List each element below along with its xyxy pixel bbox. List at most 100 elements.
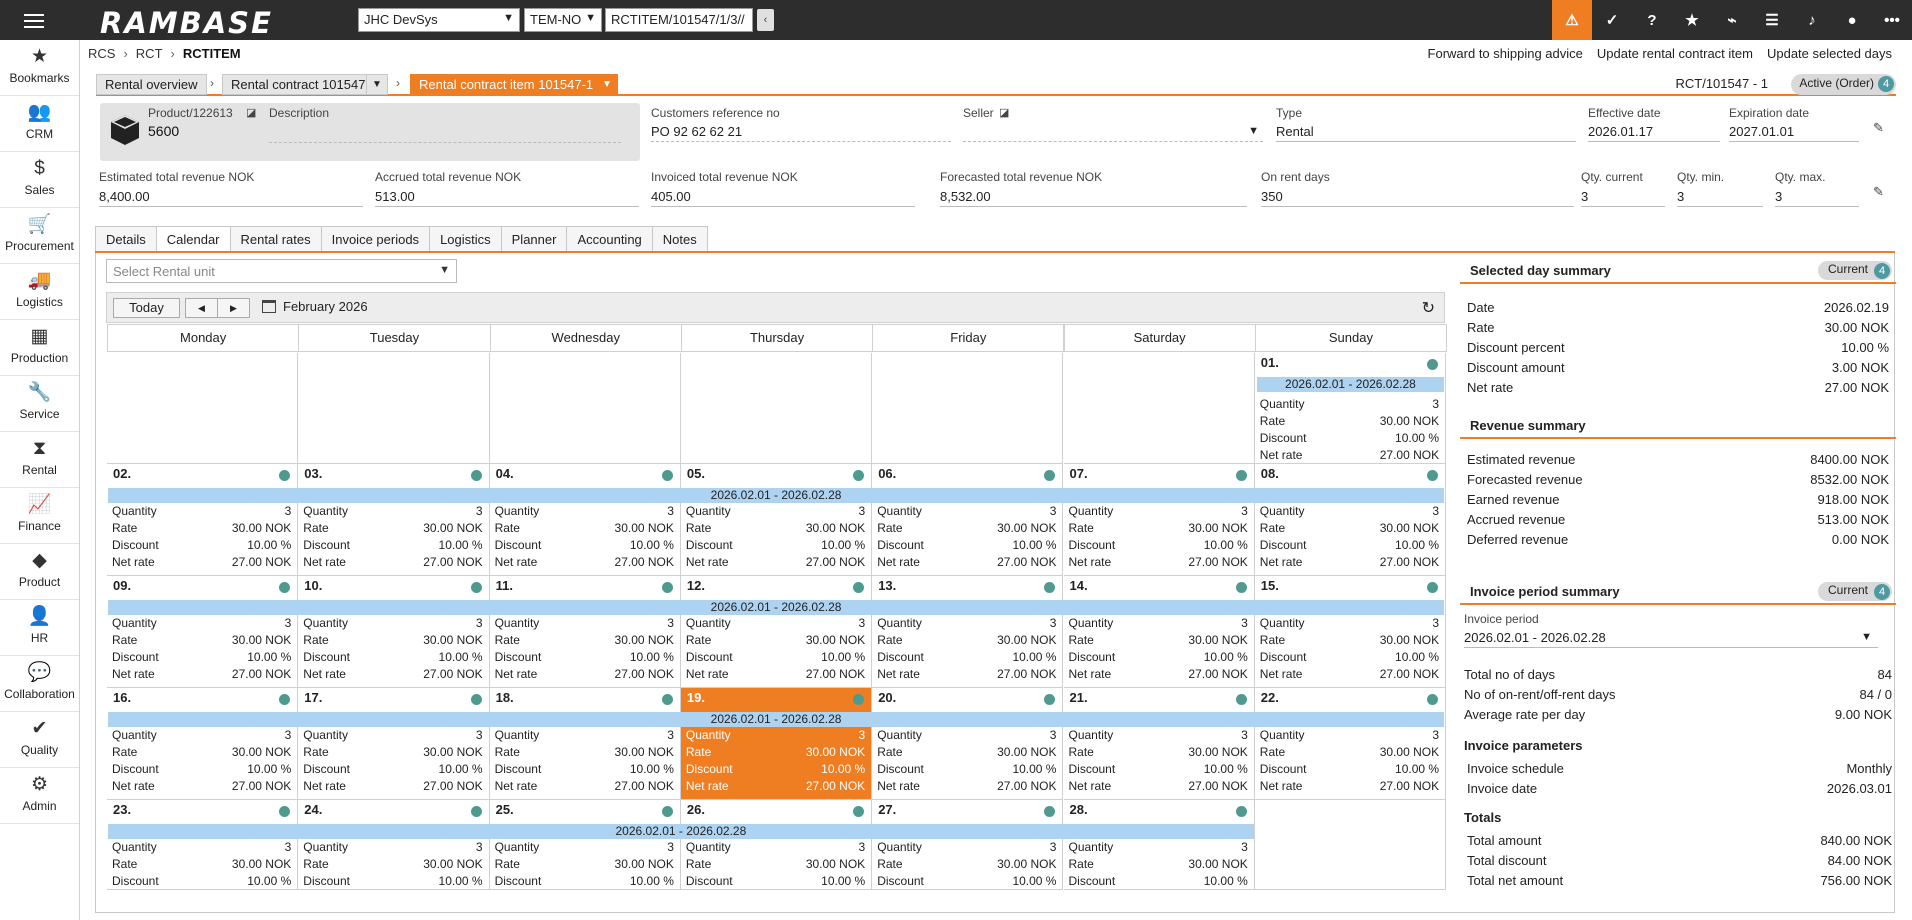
calendar-day[interactable]: 23. Quantity 3 Rate 30.00 NOK Discount 10.00 %	[107, 800, 299, 890]
product-label[interactable]: Product/122613	[148, 106, 233, 120]
approve-icon[interactable]: ✓	[1605, 12, 1619, 29]
nav-collaboration[interactable]: 💬 Collaboration	[0, 656, 79, 712]
nav-admin[interactable]: ⚙ Admin	[0, 768, 79, 824]
nav-service[interactable]: 🔧 Service	[0, 376, 79, 432]
nav-crm[interactable]: 👥 CRM	[0, 96, 79, 152]
rental-overview-tab[interactable]: Rental overview	[96, 74, 207, 95]
calendar-day[interactable]: 09. Quantity 3 Rate 30.00 NOK Discount 10.00 %…	[107, 576, 299, 688]
rental-period-band[interactable]: 2026.02.01 - 2026.02.28	[108, 600, 1445, 615]
calendar-day[interactable]: 16. Quantity 3 Rate 30.00 NOK Discount 10.00 %…	[107, 688, 299, 800]
calendar-day[interactable]: 06. Quantity 3 Rate 30.00 NOK Discount 10.00 %…	[872, 464, 1064, 576]
qty-current-field[interactable]: 3	[1581, 187, 1665, 207]
calendar-day[interactable]: 08. Quantity 3 Rate 30.00 NOK Discount 10.00 %…	[1254, 464, 1447, 576]
tab-notes[interactable]: Notes	[651, 226, 708, 252]
nav-bookmarks[interactable]: ★ Bookmarks	[0, 40, 79, 96]
calendar-day[interactable]: 01. Quantity 3 Rate 30.00 NOK Discount 10.00 %…	[1254, 353, 1447, 464]
day-detail-row: Discount 10.00 %	[495, 874, 674, 891]
tab-rental-rates[interactable]: Rental rates	[229, 226, 322, 252]
calendar-day[interactable]: 21. Quantity 3 Rate 30.00 NOK Discount 10.00 %…	[1063, 688, 1255, 800]
calendar-day[interactable]: 17. Quantity 3 Rate 30.00 NOK Discount 10.00 %…	[298, 688, 490, 800]
item-dropdown[interactable]: ▼	[596, 74, 618, 95]
menu-icon[interactable]	[24, 10, 44, 30]
nav-quality[interactable]: ✔ Quality	[0, 712, 79, 768]
nav-hr[interactable]: 👤 HR	[0, 600, 79, 656]
nav-production[interactable]: ▦ Production	[0, 320, 79, 376]
company-select[interactable]: JHC DevSys ▼	[358, 8, 520, 32]
list-icon[interactable]: ☰	[1765, 12, 1779, 29]
user-icon[interactable]: ●	[1847, 11, 1857, 29]
nav-finance[interactable]: 📈 Finance	[0, 488, 79, 544]
refresh-icon[interactable]: ↻	[1421, 300, 1435, 317]
today-button[interactable]: Today	[113, 298, 180, 318]
calendar-day[interactable]: 04. Quantity 3 Rate 30.00 NOK Discount 10.00 %…	[489, 464, 681, 576]
nav-logistics[interactable]: 🚚 Logistics	[0, 264, 79, 320]
tab-details[interactable]: Details	[95, 226, 157, 252]
tab-planner[interactable]: Planner	[500, 226, 568, 252]
expiration-date-field[interactable]: 2027.01.01	[1729, 122, 1859, 142]
calendar-day[interactable]: 26. Quantity 3 Rate 30.00 NOK Discount 10.00 %	[680, 800, 873, 890]
calendar-day[interactable]: 15. Quantity 3 Rate 30.00 NOK Discount 10.00 %…	[1254, 576, 1447, 688]
rental-period-band[interactable]: 2026.02.01 - 2026.02.28	[108, 824, 1254, 839]
forward-shipping-advice-link[interactable]: Forward to shipping advice	[1427, 46, 1583, 61]
qty-min-field[interactable]: 3	[1677, 187, 1763, 207]
rental-contract-tab[interactable]: Rental contract 101547	[222, 74, 375, 95]
nav-rental[interactable]: ⧗ Rental	[0, 432, 79, 488]
nav-sales[interactable]: $ Sales	[0, 152, 79, 208]
nav-product[interactable]: ◆ Product	[0, 544, 79, 600]
back-button[interactable]: ‹	[757, 9, 774, 31]
calendar-day[interactable]: 14. Quantity 3 Rate 30.00 NOK Discount 10.00 %…	[1063, 576, 1255, 688]
calendar-day[interactable]: 22. Quantity 3 Rate 30.00 NOK Discount 10.00 %…	[1254, 688, 1447, 800]
next-month-button[interactable]: ▶	[217, 298, 250, 318]
calendar-day[interactable]: 20. Quantity 3 Rate 30.00 NOK Discount 10.00 %…	[872, 688, 1064, 800]
edit-qty-icon[interactable]: ✎	[1873, 184, 1884, 199]
calendar-day[interactable]: 13. Quantity 3 Rate 30.00 NOK Discount 10.00 %…	[872, 576, 1064, 688]
help-icon[interactable]: ?	[1647, 11, 1657, 29]
description-field[interactable]	[269, 123, 621, 143]
calendar-day[interactable]: 27. Quantity 3 Rate 30.00 NOK Discount 10.00 %	[872, 800, 1064, 890]
bookmark-star-icon[interactable]: ★	[1685, 12, 1699, 29]
effective-date-field[interactable]: 2026.01.17	[1588, 122, 1720, 142]
nav-procurement[interactable]: 🛒 Procurement	[0, 208, 79, 264]
tab-logistics[interactable]: Logistics	[429, 226, 502, 252]
calendar-day[interactable]: 03. Quantity 3 Rate 30.00 NOK Discount 10.00 %…	[298, 464, 490, 576]
calendar-day[interactable]: 28. Quantity 3 Rate 30.00 NOK Discount 10.00 %	[1063, 800, 1255, 890]
calendar-day[interactable]: 05. Quantity 3 Rate 30.00 NOK Discount 10.00 %…	[680, 464, 873, 576]
calendar-day[interactable]: 07. Quantity 3 Rate 30.00 NOK Discount 10.00 %…	[1063, 464, 1255, 576]
tab-invoice-periods[interactable]: Invoice periods	[320, 226, 431, 252]
invoice-period-select[interactable]: 2026.02.01 - 2026.02.28 ▼	[1464, 628, 1878, 648]
customer-ref-field[interactable]: PO 92 62 62 21	[651, 122, 951, 142]
rental-period-band[interactable]: 2026.02.01 - 2026.02.28	[1256, 377, 1445, 392]
calendar-day[interactable]: 11. Quantity 3 Rate 30.00 NOK Discount 10.00 %…	[489, 576, 681, 688]
calendar-day[interactable]: 25. Quantity 3 Rate 30.00 NOK Discount 10.00 %	[489, 800, 681, 891]
rental-period-band[interactable]: 2026.02.01 - 2026.02.28	[108, 712, 1445, 727]
calendar-day[interactable]: 18. Quantity 3 Rate 30.00 NOK Discount 10.00 %…	[489, 688, 681, 800]
rental-item-tab[interactable]: Rental contract item 101547-1	[410, 74, 603, 95]
path-input[interactable]: RCTITEM/101547/1/3//	[605, 8, 753, 32]
prev-month-button[interactable]: ◀	[185, 298, 218, 318]
breadcrumb-rct[interactable]: RCT	[135, 46, 163, 61]
edit-icon[interactable]: ◪	[999, 107, 1010, 119]
calendar-day[interactable]: 02. Quantity 3 Rate 30.00 NOK Discount 10.00 %…	[107, 464, 299, 576]
more-icon[interactable]: •••	[1884, 11, 1900, 29]
tab-accounting[interactable]: Accounting	[566, 226, 653, 252]
rental-unit-select[interactable]: Select Rental unit ▼	[106, 259, 457, 283]
qty-max-field[interactable]: 3	[1775, 187, 1859, 207]
tab-calendar[interactable]: Calendar	[155, 226, 231, 253]
edit-dates-icon[interactable]: ✎	[1873, 120, 1884, 135]
type-field[interactable]: Rental	[1276, 122, 1576, 142]
calendar-day[interactable]: 19. Quantity 3 Rate 30.00 NOK Discount 10.00 %…	[680, 688, 873, 800]
region-select[interactable]: TEM-NO ▼	[524, 8, 602, 32]
calendar-day[interactable]: 10. Quantity 3 Rate 30.00 NOK Discount 10.00 %…	[298, 576, 490, 688]
rental-period-band[interactable]: 2026.02.01 - 2026.02.28	[108, 488, 1445, 503]
breadcrumb-rcs[interactable]: RCS	[88, 46, 116, 61]
calendar-day[interactable]: 12. Quantity 3 Rate 30.00 NOK Discount 10.00 %…	[680, 576, 873, 688]
seller-select[interactable]: ▼	[963, 122, 1263, 142]
update-days-link[interactable]: Update selected days	[1766, 46, 1892, 61]
warning-icon[interactable]: ⚠	[1552, 0, 1592, 40]
attachment-icon[interactable]: ⌁	[1727, 12, 1737, 29]
bell-icon[interactable]: ♪	[1808, 11, 1816, 29]
update-item-link[interactable]: Update rental contract item	[1596, 46, 1753, 61]
calendar-day[interactable]: 24. Quantity 3 Rate 30.00 NOK Discount 10.00 %	[298, 800, 490, 890]
edit-icon[interactable]: ◪	[246, 107, 257, 119]
contract-dropdown[interactable]: ▼	[366, 74, 388, 95]
